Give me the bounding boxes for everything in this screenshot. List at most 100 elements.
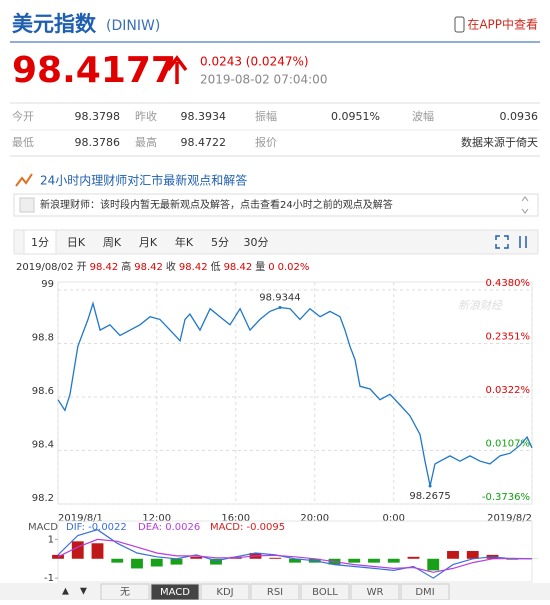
period-tab[interactable]: 30分: [244, 236, 269, 249]
tab-bar: [14, 230, 538, 254]
indicator-tab[interactable]: BOLL: [312, 587, 338, 598]
stat-value: 98.3934: [181, 110, 227, 123]
y2-tick-label: 0.0322%: [486, 385, 531, 396]
macd-bar: [388, 559, 400, 563]
x-tick-label: 20:00: [300, 513, 329, 524]
arrow-down[interactable]: ▼: [80, 587, 87, 597]
macd-bar: [408, 557, 420, 559]
y2-tick-label: 0.0107%: [486, 439, 531, 450]
stat-label: 报价: [255, 135, 277, 149]
indicator-tab[interactable]: MACD: [160, 587, 190, 598]
watermark: 新浪财经: [458, 299, 503, 312]
y-tick-label: 99: [41, 279, 54, 290]
info-item: 98.42: [179, 262, 208, 273]
period-tab[interactable]: 1分: [31, 236, 49, 249]
y2-tick-label: 0.4380%: [486, 278, 531, 289]
info-item: 0.02%: [278, 262, 310, 273]
macd-title: MACD: [28, 522, 58, 533]
info-item: 0: [268, 262, 274, 273]
extreme-label: 98.9344: [259, 293, 300, 304]
period-tab[interactable]: 月K: [139, 236, 158, 249]
macd-bar: [72, 541, 84, 558]
indicator-tab[interactable]: WR: [367, 587, 384, 598]
data-source: 数据来源于倚天: [461, 135, 538, 149]
y-tick-label: 98.2: [32, 493, 54, 504]
info-item: 98.42: [134, 262, 163, 273]
trend-icon: [16, 174, 32, 186]
macd-bar: [151, 559, 163, 567]
macd-line: [58, 539, 532, 572]
indicator-tabs: 无 MACD KDJ RSI BOLL WR DMI: [101, 584, 449, 600]
plot-frame: [58, 282, 532, 504]
macd-bar: [427, 559, 439, 571]
extreme-label: 98.2675: [409, 491, 450, 502]
news-headline[interactable]: 24小时内理财师对汇市最新观点和解答: [40, 173, 247, 188]
info-item: 98.42: [90, 262, 119, 273]
legend-entry: MACD: -0.0095: [210, 522, 285, 533]
arrow-up[interactable]: ▲: [62, 587, 69, 597]
info-item: 98.42: [224, 262, 253, 273]
macd-bar: [269, 558, 281, 559]
app-link[interactable]: 在APP中查看: [467, 17, 538, 32]
period-tab[interactable]: 年K: [175, 235, 194, 249]
info-item: 2019/08/02: [16, 262, 74, 273]
stat-label: 今开: [12, 109, 34, 123]
macd-bar: [52, 555, 64, 559]
news-item[interactable]: 新浪理财师：该时段内暂无最新观点及解答，点击查看24小时之前的观点及解答: [40, 198, 393, 211]
macd-bar: [92, 543, 104, 558]
stat-value: 98.3798: [75, 110, 121, 123]
indicator-tab[interactable]: RSI: [267, 587, 283, 598]
indicator-tab[interactable]: 无: [120, 587, 130, 598]
macd-bar: [190, 557, 202, 559]
y-tick-label: 98.6: [32, 386, 54, 397]
info-item: 低: [211, 260, 221, 273]
info-item: 量: [255, 261, 265, 273]
stat-label: 振幅: [255, 109, 277, 123]
price-line: [58, 303, 532, 486]
quote-time: 2019-08-02 07:04:00: [200, 73, 327, 87]
macd-bar: [447, 551, 459, 559]
plot-frame: [58, 521, 532, 582]
y2-tick-label: -0.3736%: [482, 492, 530, 503]
indicator-tab[interactable]: DMI: [415, 587, 434, 598]
x-tick-label: 2019/8/2: [487, 513, 532, 524]
y2-tick-label: 0.2351%: [486, 332, 531, 343]
indicator-tab[interactable]: KDJ: [216, 587, 233, 598]
macd-bar: [131, 559, 143, 569]
y-tick-label: 98.8: [32, 333, 54, 344]
extreme-point: [278, 306, 281, 309]
y-tick-label: 1: [48, 534, 54, 545]
price-chart: 98.2 -0.3736% 98.4 0.0107% 98.6 0.0322% 98.8 0.…: [32, 278, 532, 524]
macd-bar: [348, 559, 360, 563]
stats: 今开 98.3798 昨收 98.3934 振幅 0.0951% 波幅 0.0936 最低 98.…: [12, 109, 538, 149]
legend-entry: DEA: 0.0026: [138, 522, 200, 533]
code: (DINIW): [106, 18, 160, 34]
macd-bar: [467, 551, 479, 559]
y-tick-label: -1: [44, 573, 54, 584]
macd-line: [58, 530, 532, 578]
stat-value: 0.0936: [500, 110, 539, 123]
stat-label: 最低: [12, 136, 34, 149]
avatar: [20, 198, 34, 212]
info-item: 收: [166, 260, 176, 273]
stat-value: 98.4722: [181, 136, 227, 149]
y-tick-label: 98.4: [32, 440, 54, 451]
title: 美元指数: [12, 12, 97, 36]
phone-icon: [455, 17, 464, 32]
extreme-point: [429, 484, 432, 487]
price: 98.4177: [12, 50, 176, 91]
stat-value: 0.0951%: [331, 110, 380, 123]
stat-label: 波幅: [412, 110, 434, 123]
period-tab[interactable]: 日K: [67, 236, 86, 249]
macd-bar: [171, 559, 183, 565]
stat-value: 98.3786: [75, 136, 121, 149]
period-tab[interactable]: 5分: [211, 236, 229, 249]
stat-label: 最高: [135, 135, 157, 149]
period-tab[interactable]: 周K: [103, 236, 122, 249]
change: 0.0243 (0.0247%): [200, 55, 309, 69]
stat-label: 昨收: [135, 109, 157, 123]
